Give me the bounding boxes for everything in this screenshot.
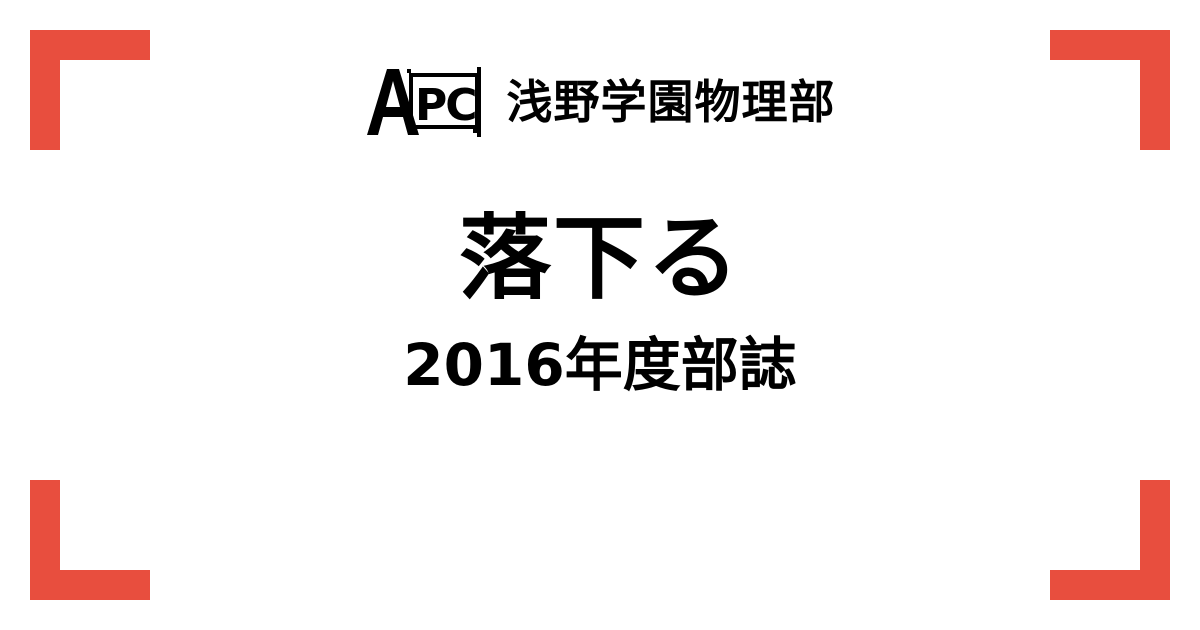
apc-logo: PC — [365, 65, 485, 139]
corner-bracket-bottom-right — [1050, 480, 1170, 600]
corner-bracket-top-left — [30, 30, 150, 150]
header: PC 浅野学園物理部 — [0, 62, 1200, 142]
corner-bracket-bottom-left — [30, 480, 150, 600]
corner-bracket-top-right — [1050, 30, 1170, 150]
svg-text:PC: PC — [415, 80, 476, 131]
page-subtitle: 2016年度部誌 — [403, 331, 797, 399]
page-title: 落下る — [458, 205, 741, 312]
organization-name: 浅野学園物理部 — [506, 75, 836, 129]
